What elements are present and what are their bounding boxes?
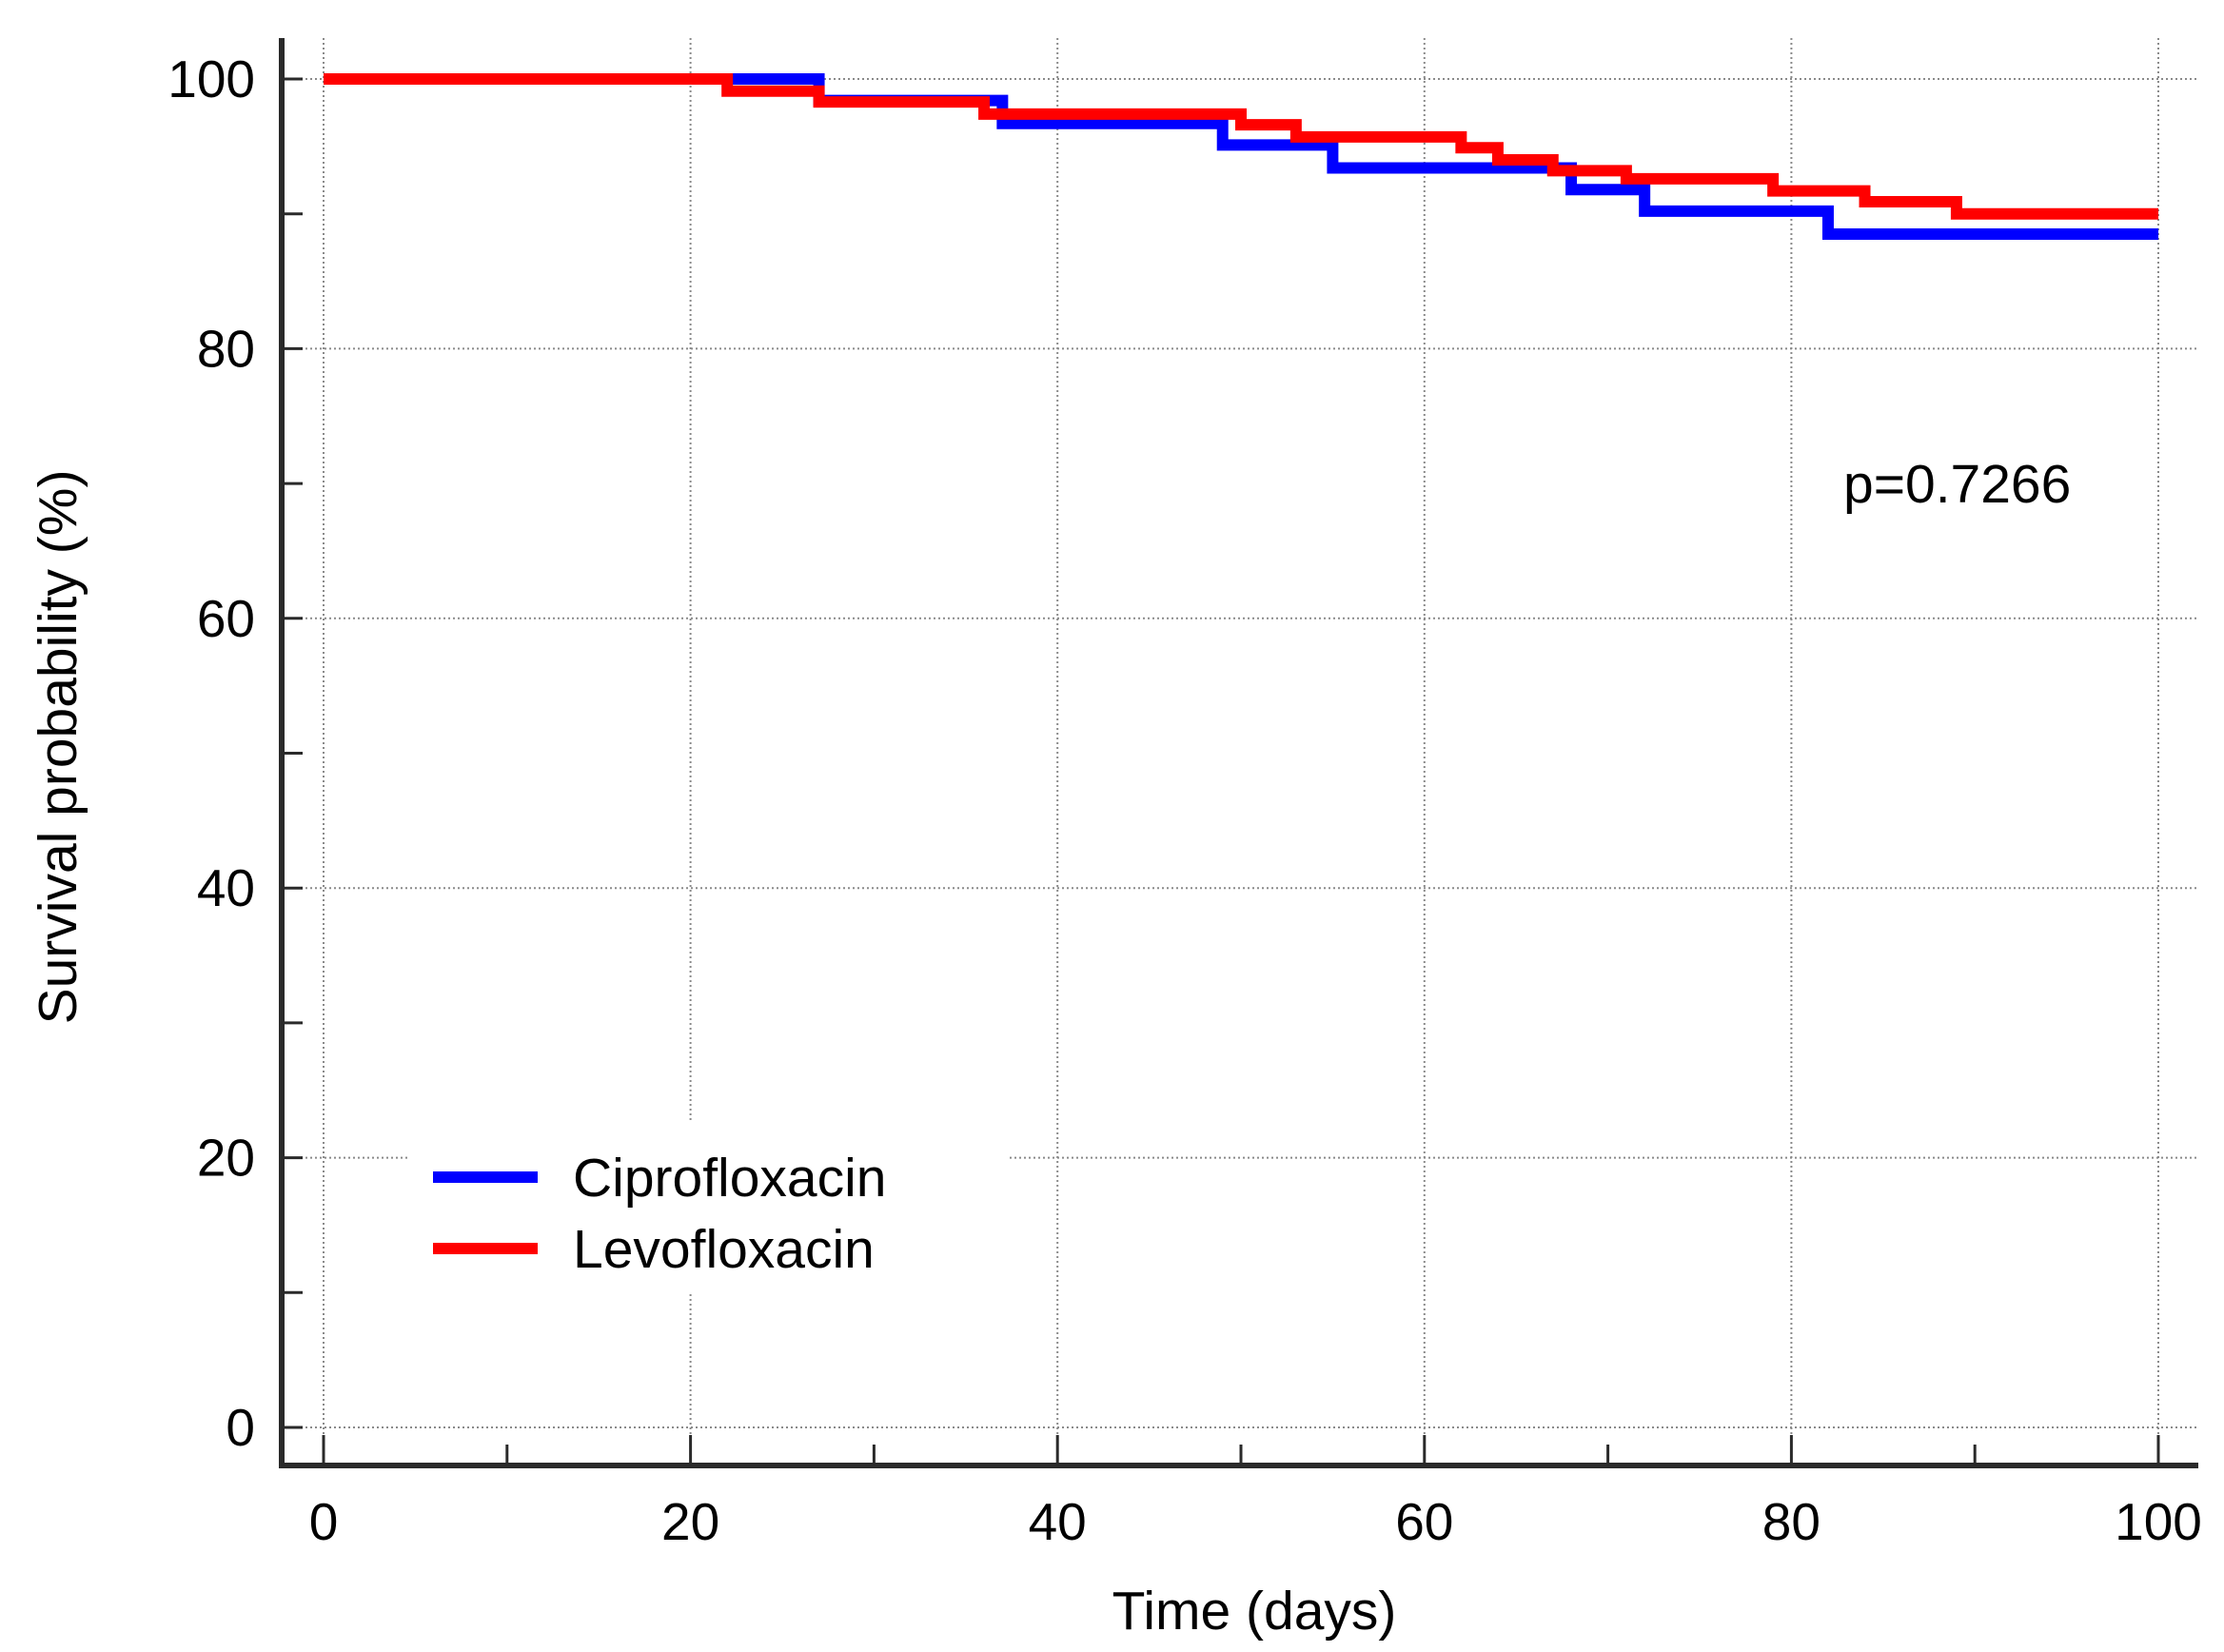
x-tick-label-20: 20 (661, 1492, 719, 1551)
x-tick-label-0: 0 (309, 1492, 339, 1551)
series-line-ciprofloxacin (324, 73, 2158, 240)
legend-label-levofloxacin: Levofloxacin (573, 1219, 875, 1280)
axis-layer: 0 20 40 60 80 100 0 20 40 60 80 100 (167, 38, 2202, 1551)
y-tick-label-20: 20 (197, 1129, 255, 1188)
y-tick-label-0: 0 (226, 1398, 255, 1457)
legend: Ciprofloxacin Levofloxacin (409, 1121, 1007, 1292)
x-tick-label-40: 40 (1029, 1492, 1087, 1551)
y-tick-label-40: 40 (197, 858, 255, 917)
legend-background (409, 1121, 1007, 1292)
y-tick-label-100: 100 (167, 49, 255, 108)
x-tick-label-60: 60 (1395, 1492, 1453, 1551)
x-axis-title: Time (days) (1112, 1581, 1397, 1642)
y-axis-title: Survival probability (%) (28, 470, 89, 1025)
legend-label-ciprofloxacin: Ciprofloxacin (573, 1148, 886, 1209)
p-value-annotation: p=0.7266 (1843, 454, 2071, 515)
x-tick-label-100: 100 (2115, 1492, 2202, 1551)
y-tick-label-80: 80 (197, 319, 255, 378)
x-tick-label-80: 80 (1762, 1492, 1821, 1551)
series-layer (324, 73, 2158, 240)
y-tick-label-60: 60 (197, 589, 255, 648)
series-line-levofloxacin (324, 73, 2158, 220)
